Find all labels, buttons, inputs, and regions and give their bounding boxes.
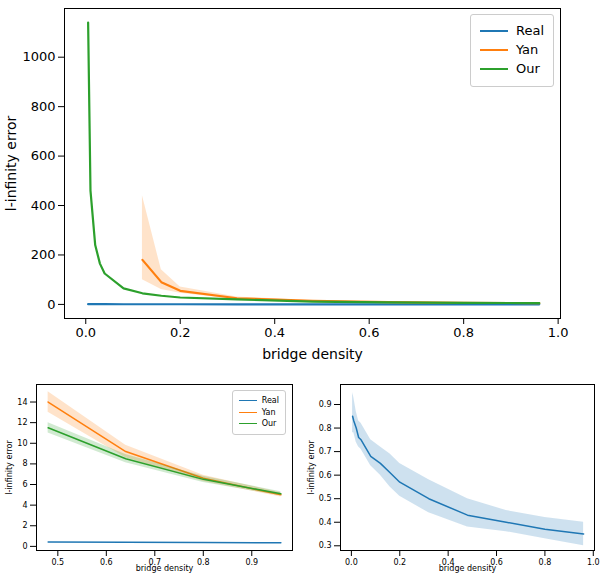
svg-text:bridge density: bridge density	[136, 564, 194, 573]
svg-text:0: 0	[22, 542, 27, 551]
svg-text:0.8: 0.8	[319, 424, 332, 433]
html-text:Yan: Yan	[516, 41, 539, 57]
svg-text:0.8: 0.8	[453, 325, 474, 340]
svg-text:1000: 1000	[22, 49, 55, 64]
svg-text:0.0: 0.0	[75, 325, 96, 340]
svg-text:200: 200	[31, 247, 56, 262]
svg-text:6: 6	[22, 480, 27, 489]
svg-text:bridge density: bridge density	[439, 564, 497, 573]
html-text:Our: Our	[516, 60, 540, 76]
svg-text:0.9: 0.9	[245, 558, 258, 567]
svg-text:0.7: 0.7	[319, 447, 332, 456]
svg-text:0.6: 0.6	[490, 558, 503, 568]
svg-text:l-infinity error: l-infinity error	[3, 116, 19, 212]
svg-text:0.6: 0.6	[319, 471, 332, 480]
svg-text:0: 0	[47, 297, 55, 312]
svg-text:0.0: 0.0	[345, 558, 358, 567]
svg-text:0.2: 0.2	[170, 325, 191, 340]
svg-text:800: 800	[31, 99, 56, 114]
html-text:Our: Our	[261, 419, 277, 429]
svg-text:bridge density: bridge density	[262, 346, 363, 362]
svg-text:0.4: 0.4	[264, 325, 285, 340]
svg-text:400: 400	[31, 198, 56, 213]
svg-text:2: 2	[22, 521, 27, 530]
svg-text:12: 12	[17, 418, 27, 427]
svg-text:0.2: 0.2	[393, 558, 406, 567]
svg-text:0.5: 0.5	[319, 494, 332, 503]
svg-text:1.0: 1.0	[587, 558, 600, 567]
svg-text:0.6: 0.6	[359, 325, 380, 340]
html-text:Real: Real	[261, 396, 279, 405]
svg-text:0.5: 0.5	[51, 558, 64, 567]
html-text:Real: Real	[516, 23, 544, 38]
svg-text:0.6: 0.6	[100, 558, 113, 567]
svg-text:1.0: 1.0	[548, 325, 569, 340]
html-text:Yan: Yan	[261, 407, 276, 417]
svg-text:0.8: 0.8	[197, 558, 210, 567]
svg-text:0.3: 0.3	[319, 541, 332, 550]
svg-text:l-infinity error: l-infinity error	[5, 440, 14, 495]
svg-text:0.9: 0.9	[319, 400, 332, 409]
svg-text:14: 14	[17, 398, 27, 407]
svg-text:10: 10	[17, 439, 27, 448]
svg-text:l-infinity error: l-infinity error	[307, 440, 316, 495]
svg-text:0.8: 0.8	[539, 558, 552, 567]
svg-text:600: 600	[31, 148, 56, 163]
svg-text:4: 4	[22, 501, 27, 510]
svg-text:8: 8	[22, 459, 27, 468]
svg-text:0.4: 0.4	[319, 518, 332, 527]
